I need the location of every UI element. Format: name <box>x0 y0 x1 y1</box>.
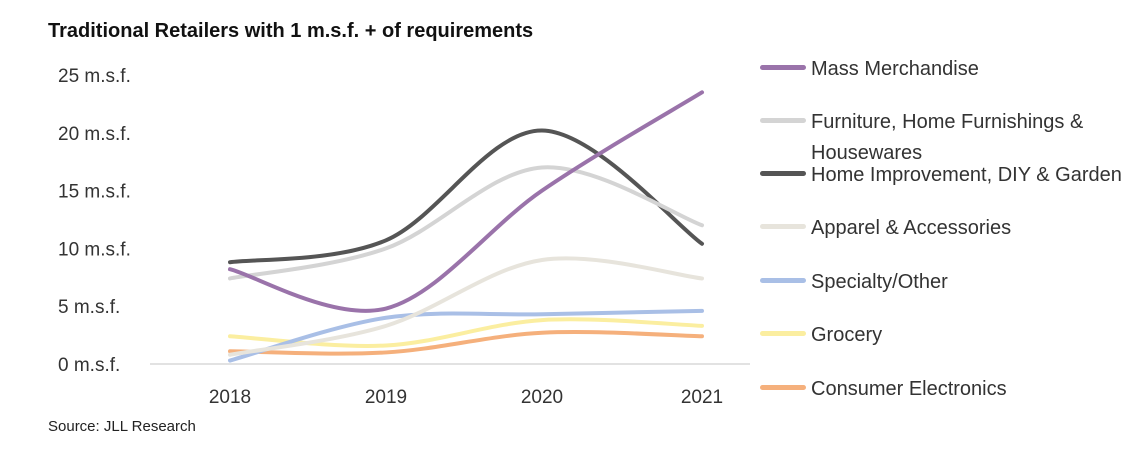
series-line-home-improvement-diy-garden <box>228 128 704 265</box>
legend-label: Home Improvement, DIY & Garden <box>811 164 1122 186</box>
legend-swatch <box>760 118 806 123</box>
series-line-specialty-other <box>228 308 704 363</box>
y-axis-ticks: 0 m.s.f. 5 m.s.f. 10 m.s.f. 15 m.s.f. 20 m.s… <box>58 66 131 376</box>
legend-item: Consumer Electronics <box>760 374 1131 405</box>
legend-label: Consumer Electronics <box>811 378 1007 400</box>
x-tick-label: 2019 <box>365 387 407 408</box>
series-lines <box>228 90 704 363</box>
legend-item: Apparel & Accessories <box>760 213 1131 244</box>
legend-swatch <box>760 385 806 390</box>
legend-swatch <box>760 278 806 283</box>
series-line-apparel-accessories <box>228 256 704 357</box>
x-tick-label: 2020 <box>521 387 563 408</box>
chart-legend: Mass Merchandise Furniture, Home Furnishi… <box>760 0 1140 467</box>
series-line-consumer-electronics <box>228 330 704 356</box>
line-chart: 0 m.s.f. 5 m.s.f. 10 m.s.f. 15 m.s.f. 20 m.s… <box>58 66 750 408</box>
legend-label: Grocery <box>811 324 883 346</box>
source-note: Source: JLL Research <box>48 418 196 435</box>
chart-title: Traditional Retailers with 1 m.s.f. + of… <box>48 20 534 42</box>
legend-label: Furniture, Home Furnishings & Housewares <box>811 111 1084 164</box>
x-tick-label: 2018 <box>209 387 251 408</box>
legend-label: Mass Merchandise <box>811 58 979 80</box>
x-tick-label: 2021 <box>681 387 723 408</box>
legend-swatch <box>760 65 806 70</box>
legend-item: Furniture, Home Furnishings & Housewares <box>760 107 1131 169</box>
legend-label: Specialty/Other <box>811 271 948 293</box>
y-tick-label: 20 m.s.f. <box>58 124 131 145</box>
y-tick-label: 0 m.s.f. <box>58 355 120 376</box>
legend-item: Grocery <box>760 320 1131 351</box>
series-line-furniture-home-furnishings-housewares <box>228 165 704 281</box>
y-tick-label: 10 m.s.f. <box>58 239 131 260</box>
legend-item: Mass Merchandise <box>760 54 1131 85</box>
legend-label: Apparel & Accessories <box>811 217 1012 239</box>
legend-item: Specialty/Other <box>760 267 1131 298</box>
x-axis-ticks: 2018 2019 2020 2021 <box>209 387 723 408</box>
y-tick-label: 5 m.s.f. <box>58 297 120 318</box>
legend-swatch <box>760 331 806 336</box>
legend-item: Home Improvement, DIY & Garden <box>760 160 1131 191</box>
y-tick-label: 25 m.s.f. <box>58 66 131 87</box>
legend-swatch <box>760 171 806 176</box>
series-line-mass-merchandise <box>228 90 704 313</box>
legend-swatch <box>760 224 806 229</box>
y-tick-label: 15 m.s.f. <box>58 182 131 203</box>
